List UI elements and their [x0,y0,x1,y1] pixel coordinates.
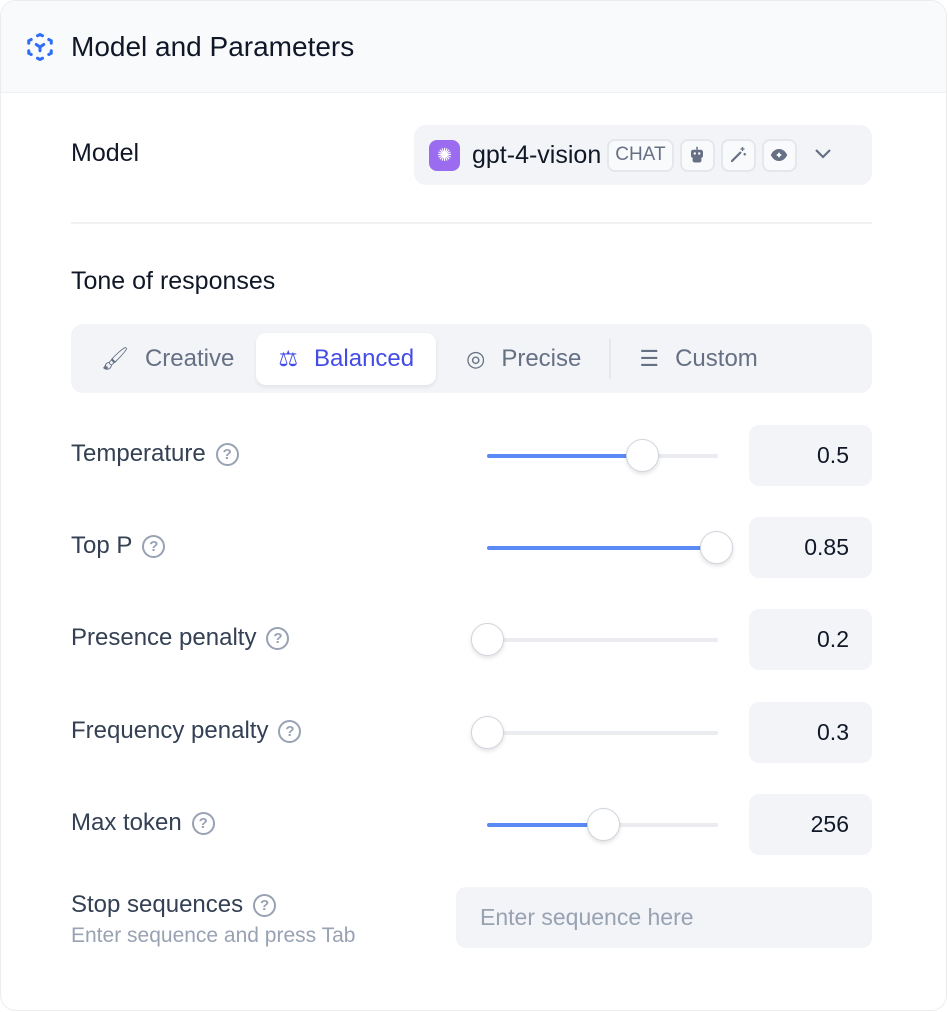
presence-penalty-row: Presence penalty? [71,624,870,652]
chat-badge: CHAT [607,138,674,172]
slider-fill [487,823,603,827]
slider-thumb[interactable] [471,623,504,656]
top-p-label: Top P? [71,532,166,560]
param-label-text: Top P [71,532,133,559]
presence-penalty-label: Presence penalty? [71,624,290,652]
param-label-text: Presence penalty [71,624,257,651]
stop-sequences-label: Stop sequences? [71,891,277,919]
param-label-text: Temperature [71,440,206,467]
panel-title: Model and Parameters [71,30,355,62]
frequency-penalty-slider[interactable] [471,716,718,749]
help-icon[interactable]: ? [278,719,302,743]
divider [71,222,872,224]
robot-icon [679,138,715,172]
frequency-penalty-label: Frequency penalty? [71,717,302,745]
stop-sequences-hint: Enter sequence and press Tab [71,924,356,947]
tab-label: Creative [144,344,235,372]
stop-sequences-row: Stop sequences? [71,891,870,919]
tab-creative[interactable]: 🖌︎ Creative [79,333,256,385]
brush-icon: 🖌︎ [101,345,129,371]
tab-balanced[interactable]: ⚖ Balanced [256,332,437,385]
help-icon[interactable]: ? [142,534,166,558]
temperature-label: Temperature? [71,440,239,468]
panel-header: Model and Parameters [1,1,946,93]
top-p-value-input[interactable]: 0.85 [749,517,872,578]
slider-fill [487,546,716,550]
presence-penalty-value-input[interactable]: 0.2 [749,609,872,670]
param-label-text: Max token [71,809,182,836]
slider-thumb[interactable] [699,531,733,564]
top-p-slider[interactable] [487,531,733,564]
target-icon: ◎ [466,345,486,371]
model-label: Model [71,139,140,167]
help-icon[interactable]: ? [266,626,290,650]
top-p-row: Top P? [71,532,870,560]
max-token-value-input[interactable]: 256 [749,794,872,855]
tab-label: Balanced [314,344,415,372]
cube-dashed-icon [27,32,53,61]
openai-logo-icon: ✺ [429,139,460,171]
chevron-down-icon[interactable] [813,144,833,167]
scale-icon: ⚖ [278,345,299,371]
slider-thumb[interactable] [471,716,504,749]
help-icon[interactable]: ? [191,811,215,835]
slider-thumb[interactable] [625,439,659,472]
frequency-penalty-row: Frequency penalty? [71,717,870,745]
tab-custom[interactable]: ☰ Custom [617,333,779,385]
tone-title: Tone of responses [71,267,276,295]
model-name: gpt-4-vision [472,140,602,169]
help-icon[interactable]: ? [215,442,239,466]
help-icon[interactable]: ? [253,893,277,917]
frequency-penalty-value-input[interactable]: 0.3 [749,702,872,763]
max-token-slider[interactable] [487,808,718,841]
stop-sequence-input[interactable] [456,887,872,948]
slider-thumb[interactable] [586,808,620,841]
tab-precise[interactable]: ◎ Precise [444,333,603,385]
temperature-row: Temperature? [71,440,870,468]
temperature-slider[interactable] [487,439,718,472]
magic-wand-icon [720,138,756,172]
temperature-value-input[interactable]: 0.5 [749,425,872,486]
tone-tabs: 🖌︎ Creative ⚖ Balanced ◎ Precise ☰ Custom [71,324,872,393]
tab-separator [609,338,612,379]
sliders-icon: ☰ [639,345,660,371]
param-label-text: Frequency penalty [71,717,269,744]
max-token-row: Max token? [71,809,870,837]
max-token-label: Max token? [71,809,215,837]
stop-label-text: Stop sequences [71,891,244,918]
model-row: Model [71,139,870,168]
presence-penalty-slider[interactable] [471,623,718,656]
tab-label: Precise [501,344,582,372]
eye-icon [761,138,797,172]
model-selector[interactable]: ✺ gpt-4-vision CHAT [414,125,872,185]
slider-fill [487,454,642,458]
tab-label: Custom [675,344,758,372]
